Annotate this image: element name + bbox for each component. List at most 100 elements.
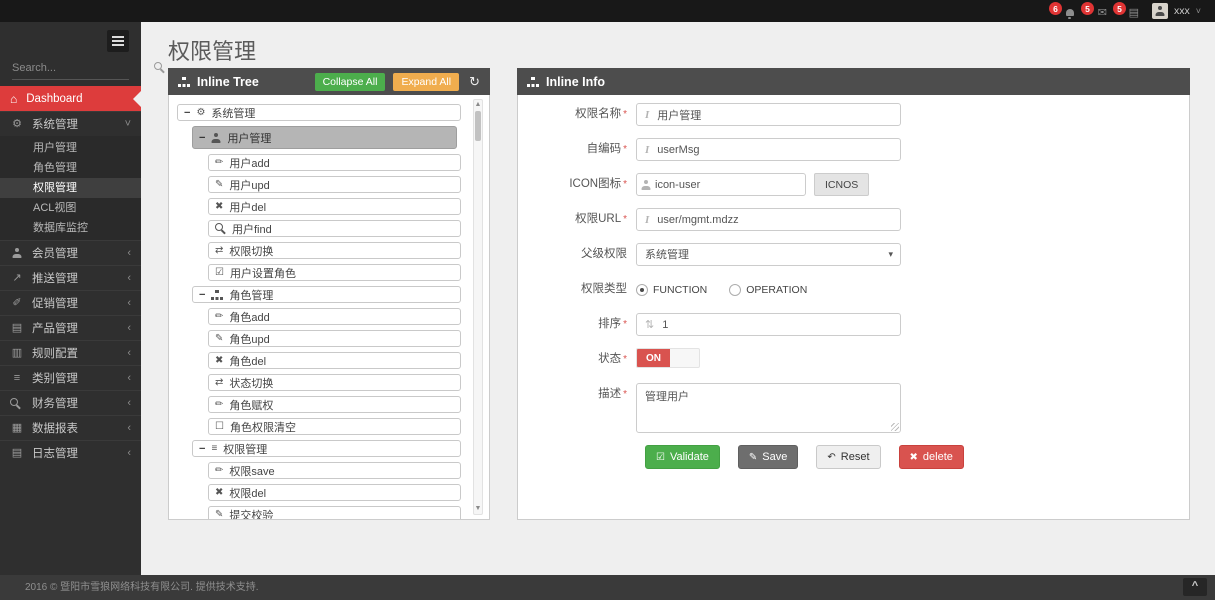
sidebar-toggle-button[interactable] [107,30,129,52]
sidebar-item-促销管理[interactable]: ✐ 促销管理 ‹ [0,290,141,315]
collapse-toggle-icon[interactable]: − [199,131,206,144]
parent-select[interactable]: 系统管理 [637,244,900,265]
pencil-icon: ✏ [215,464,224,476]
sidebar-item-label: 促销管理 [32,298,78,310]
tree-node-label: 角色del [229,355,267,368]
sidebar-item-dashboard[interactable]: ⌂ Dashboard [0,86,141,111]
form-row-desc: 描述 管理用户 [518,383,1189,433]
search-input[interactable] [12,61,154,74]
collapse-all-button[interactable]: Collapse All [314,72,386,91]
notifications-button[interactable]: 6 [1046,0,1078,22]
chevron-down-icon: ˅ [1195,6,1201,16]
sidebar-item-规则配置[interactable]: ▥ 规则配置 ‹ [0,340,141,365]
tree-node-角色add[interactable]: ✏ 角色add [208,308,461,325]
url-field: I [636,208,901,231]
icon-input[interactable] [655,178,797,191]
tree-node-权限del[interactable]: ✖ 权限del [208,484,461,501]
expand-all-button[interactable]: Expand All [393,72,460,91]
sidebar-item-推送管理[interactable]: ↗ 推送管理 ‹ [0,265,141,290]
collapse-toggle-icon[interactable]: − [199,442,206,455]
sidebar-item-系统管理[interactable]: ⚙ 系统管理 ˅ [0,111,141,136]
refresh-icon[interactable]: ↻ [469,73,480,89]
sort-input[interactable] [662,318,892,331]
scroll-up-icon[interactable]: ▲ [474,101,482,108]
desc-textarea[interactable]: 管理用户 [636,383,901,433]
validate-label: Validate [669,451,709,463]
chevron-up-icon: ^ [1191,580,1199,592]
tree-node-用户管理[interactable]: − 用户管理 [192,126,457,149]
tree-node-权限切换[interactable]: ⇄ 权限切换 [208,242,461,259]
resize-grip-icon[interactable] [891,423,899,431]
checksq-icon: ☑ [215,266,224,278]
collapse-toggle-icon[interactable]: − [199,288,206,301]
tree-node-用户设置角色[interactable]: ☑ 用户设置角色 [208,264,461,281]
tree-node-用户find[interactable]: 用户find [208,220,461,237]
tree-node-用户upd[interactable]: ✎ 用户upd [208,176,461,193]
sidebar-subitem-权限管理[interactable]: 权限管理 [0,178,141,198]
sitemap-icon [211,289,223,300]
collapse-toggle-icon[interactable]: − [184,106,191,119]
main-content: 权限管理 Inline Tree Collapse All Expand All… [141,22,1215,575]
pencil-icon: ✏ [215,310,224,322]
tree-node-提交校验[interactable]: ✎ 提交校验 [208,506,461,520]
sidebar-subitem-数据库监控[interactable]: 数据库监控 [33,222,88,234]
tasks-button[interactable]: ▤ 5 [1110,0,1142,22]
sidebar-subitem-角色管理[interactable]: 角色管理 [33,162,77,174]
scrollbar-thumb[interactable] [475,111,481,141]
sidebar-item-产品管理[interactable]: ▤ 产品管理 ‹ [0,315,141,340]
delete-button[interactable]: ✖ delete [898,445,964,469]
name-input[interactable] [657,108,892,121]
avatar [1151,3,1168,19]
parent-label: 父级权限 [581,248,627,260]
status-toggle[interactable]: ON [636,348,700,368]
tree-node-状态切换[interactable]: ⇄ 状态切换 [208,374,461,391]
validate-button[interactable]: ☑ Validate [645,445,720,469]
user-menu[interactable]: xxx ˅ [1151,3,1201,19]
sidebar-menu: ⚙ 系统管理 ˅ 用户管理 角色管理 权限管理 ACL视图 数据库监控 会员管理 ‹ ↗ 推送管理 ‹ ✐… [0,111,141,465]
sidebar-item-财务管理[interactable]: 财务管理 ‹ [0,390,141,415]
tree-node-label: 状态切换 [229,377,274,390]
sidebar-search [12,56,162,80]
form-row-parent: 父级权限 系统管理 ▾ [518,243,1189,266]
person-icon [10,248,24,258]
tree-node-用户del[interactable]: ✖ 用户del [208,198,461,215]
cogs-icon: ⚙ [12,117,22,130]
back-to-top-button[interactable]: ^ [1183,578,1207,596]
tree-node-权限save[interactable]: ✏ 权限save [208,462,461,479]
radio-function[interactable]: FUNCTION [636,283,707,296]
tree-node-角色权限清空[interactable]: ☐ 角色权限清空 [208,418,461,435]
code-field: I [636,138,901,161]
tree-node-权限管理[interactable]: − ≡ 权限管理 [192,440,461,457]
url-input[interactable] [657,213,892,226]
tree-node-系统管理[interactable]: − ⚙ 系统管理 [177,104,461,121]
sidebar-item-会员管理[interactable]: 会员管理 ‹ [0,240,141,265]
tree-node-角色upd[interactable]: ✎ 角色upd [208,330,461,347]
sidebar-item-日志管理[interactable]: ▤ 日志管理 ‹ [0,440,141,465]
tree-node-label: 提交校验 [229,509,274,520]
icnos-button[interactable]: ICNOS [814,173,870,196]
tree-scrollbar[interactable]: ▲ ▼ [473,99,483,515]
sidebar-item-label: 系统管理 [32,119,78,131]
save-button[interactable]: ✎ Save [737,445,799,469]
tree-icon [178,76,190,87]
search-icon[interactable] [154,62,165,73]
sidebar-item-数据报表[interactable]: ▦ 数据报表 ‹ [0,415,141,440]
radio-selected-icon [636,283,648,296]
tree-node-用户add[interactable]: ✏ 用户add [208,154,461,171]
tree-node-角色管理[interactable]: − 角色管理 [192,286,461,303]
sidebar-subitem-用户管理[interactable]: 用户管理 [33,142,77,154]
sort-icon: ⇅ [645,319,655,331]
sidebar-item-类别管理[interactable]: ≡ 类别管理 ‹ [0,365,141,390]
messages-button[interactable]: ✉ 5 [1078,0,1110,22]
tree-node-角色del[interactable]: ✖ 角色del [208,352,461,369]
edit-icon: ✎ [215,178,224,190]
reset-button[interactable]: ↶ Reset [816,445,881,469]
edit-icon: ✎ [215,332,224,344]
sidebar-subitem-ACL视图[interactable]: ACL视图 [33,202,77,214]
tree-node-角色赋权[interactable]: ✏ 角色赋权 [208,396,461,413]
code-input[interactable] [657,143,892,156]
scroll-down-icon[interactable]: ▼ [474,505,482,512]
calendar-icon: ▤ [11,446,23,459]
radio-operation[interactable]: OPERATION [729,283,807,296]
delete-label: delete [922,451,953,463]
